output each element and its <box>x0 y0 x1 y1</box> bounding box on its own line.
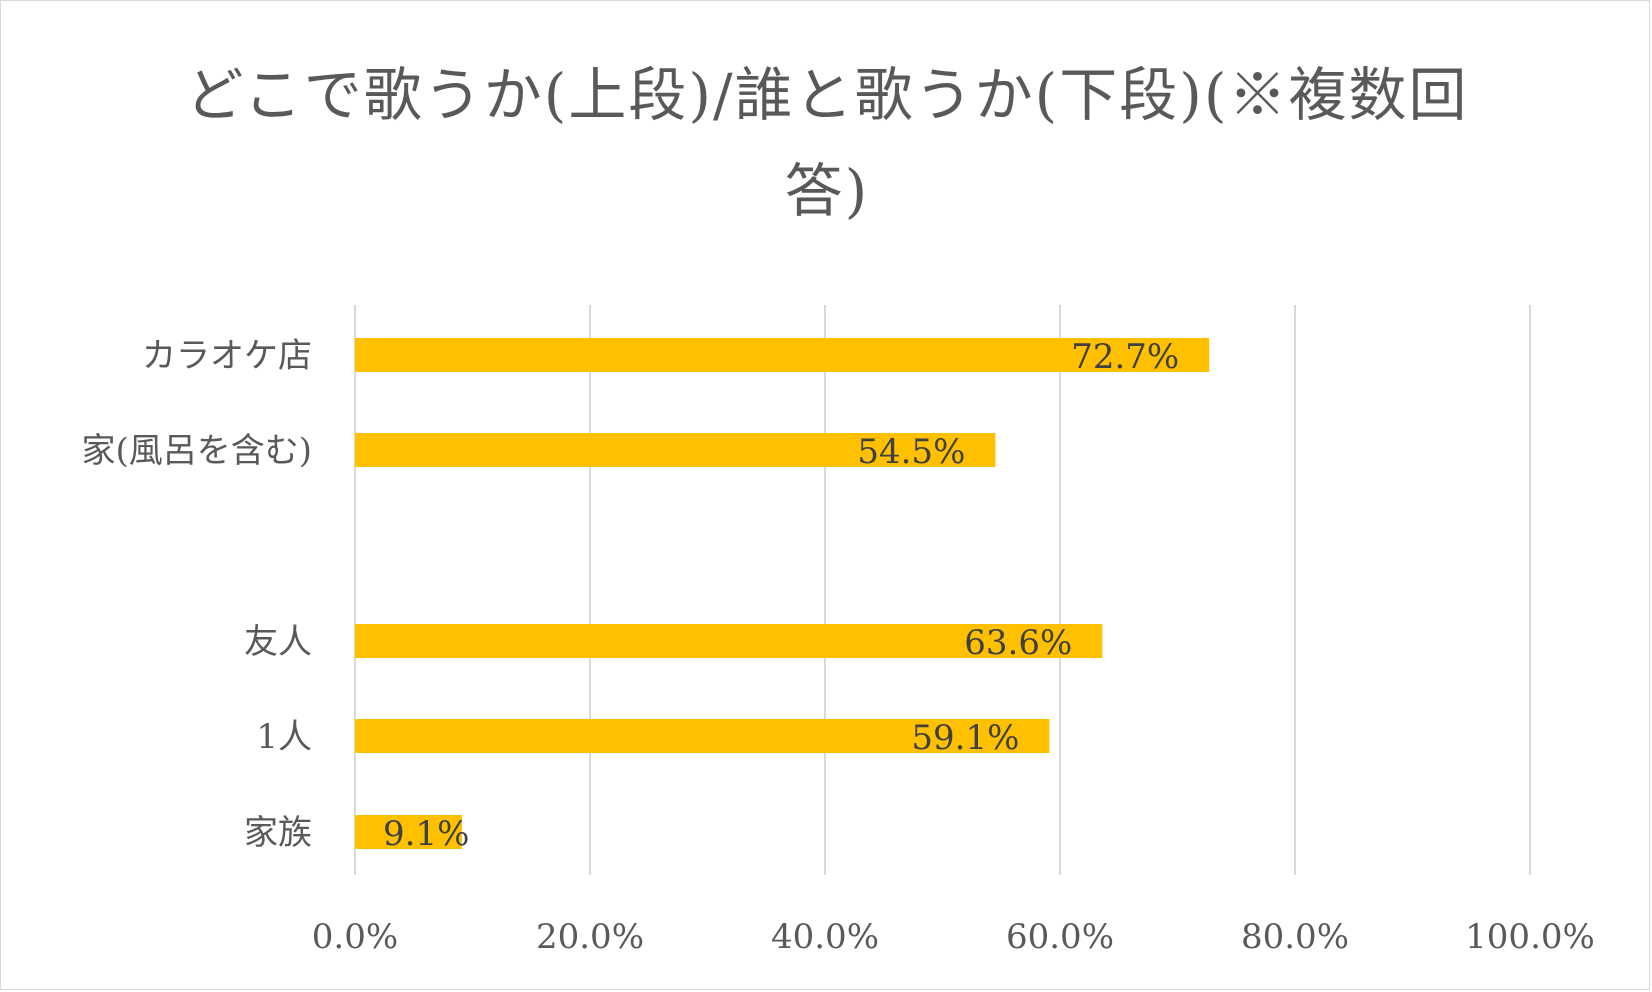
data-label: 72.7% <box>1071 337 1179 377</box>
category-label: カラオケ店 <box>142 336 312 376</box>
bars <box>355 338 1210 849</box>
category-label: 1人 <box>256 717 312 757</box>
bar <box>355 624 1103 658</box>
data-label: 59.1% <box>911 718 1019 758</box>
bar <box>355 338 1210 372</box>
category-label: 家族 <box>244 813 312 853</box>
x-tick-label: 20.0% <box>536 917 644 957</box>
x-tick-label: 80.0% <box>1241 917 1349 957</box>
x-tick-labels: 0.0% 20.0% 40.0% 60.0% 80.0% 100.0% <box>312 917 1595 957</box>
bar <box>355 815 462 849</box>
x-tick-label: 0.0% <box>312 917 398 957</box>
bar <box>355 719 1050 753</box>
data-labels: 72.7% 54.5% 63.6% 59.1% 9.1% <box>383 337 1179 854</box>
data-label: 9.1% <box>383 814 469 854</box>
gridlines <box>354 305 1531 875</box>
x-tick-label: 100.0% <box>1465 917 1595 957</box>
chart-title: どこで歌うか(上段)/誰と歌うか(下段)(※複数回答) <box>185 61 1469 225</box>
data-label: 54.5% <box>857 432 965 472</box>
x-tick-label: 40.0% <box>771 917 879 957</box>
data-label: 63.6% <box>964 623 1072 663</box>
bar <box>355 433 996 467</box>
x-tick-label: 60.0% <box>1006 917 1114 957</box>
category-label: 家(風呂を含む) <box>81 431 312 471</box>
category-label: 友人 <box>244 622 312 662</box>
